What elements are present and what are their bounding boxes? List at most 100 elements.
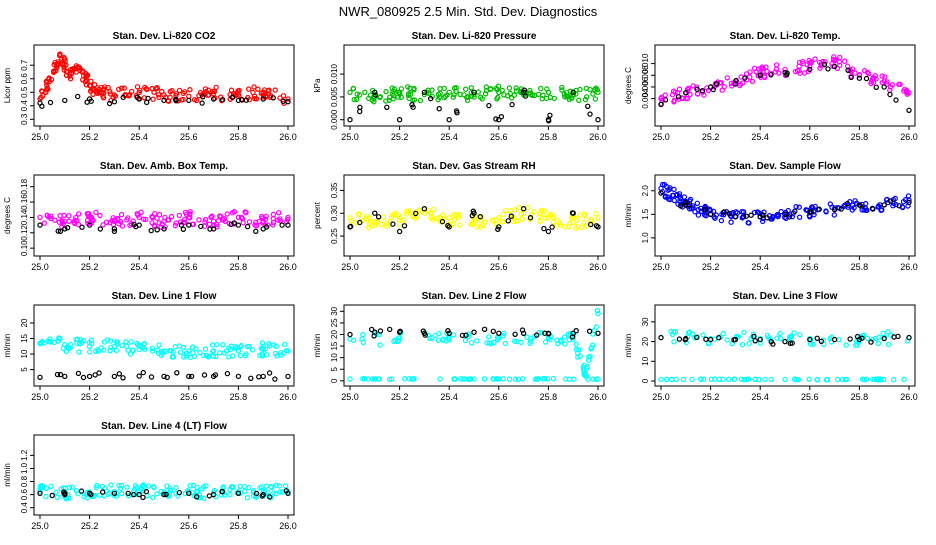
data-point [866,70,872,77]
data-point [206,221,213,227]
data-point [495,83,502,89]
data-point [93,209,99,216]
data-point [206,353,213,359]
x-tick-label: 25.2 [391,392,409,402]
data-point [747,69,753,75]
data-point [45,338,51,344]
data-point [196,217,202,223]
data-point [136,214,142,221]
data-point [257,485,263,491]
data-point [542,376,548,382]
data-point [763,64,769,70]
x-tick-label: 25.0 [341,392,359,402]
data-point [88,78,94,85]
data-point [500,376,506,382]
data-point [493,116,499,122]
data-point [760,218,766,225]
data-point [831,58,838,64]
data-point [244,223,251,230]
data-point [396,335,403,341]
data-point [821,61,828,68]
data-point [167,88,173,95]
data-point [154,215,160,221]
data-point [99,489,106,495]
data-point [361,376,368,382]
data-point [843,342,849,348]
data-point [590,376,596,382]
data-point [360,331,366,338]
data-point [383,98,389,104]
data-point [67,73,73,79]
data-point [37,488,43,495]
data-point [450,212,456,219]
data-point [856,72,863,79]
data-point [890,202,896,209]
data-point [210,96,217,102]
data-point [897,81,903,88]
data-point [534,332,540,338]
data-point [181,89,188,95]
data-point [547,94,554,101]
data-point [111,490,118,496]
data-point [700,376,707,382]
data-point [577,212,583,218]
data-point [381,214,387,220]
series-reference [37,220,291,235]
series-baseline [347,376,601,382]
data-point [131,491,137,498]
data-point [777,330,783,337]
data-point [555,340,561,347]
data-point [891,334,897,340]
x-tick-label: 25.0 [341,262,359,272]
data-point [664,376,670,383]
data-point [238,342,244,349]
data-point [106,100,113,107]
data-point [186,488,192,495]
series-primary [347,307,601,380]
data-point [154,227,160,233]
data-point [573,225,579,232]
data-point [53,489,59,495]
y-tick-label: 0.6 [20,73,29,85]
data-point [351,96,357,103]
y-axis-label: Licor ppm [3,68,12,103]
y-tick-label: 0 [641,378,650,383]
data-point [540,92,546,98]
series-primary [37,51,291,106]
data-point [690,83,696,89]
data-point [870,79,877,86]
data-point [111,373,118,380]
data-point [272,87,278,93]
data-point [260,226,266,232]
data-point [818,61,824,67]
data-point [445,328,451,334]
x-tick-label: 25.8 [230,132,248,142]
data-point [173,485,179,491]
data-point [881,335,887,342]
panel-title: Stan. Dev. Line 3 Flow [733,291,838,302]
data-point [140,494,146,501]
data-point [47,78,53,85]
data-point [86,96,93,102]
data-point [260,346,266,353]
data-point [172,96,179,103]
data-point [509,95,515,101]
data-point [724,337,730,343]
data-point [806,376,812,382]
data-point [156,211,163,218]
data-point [86,373,93,380]
data-point [386,376,393,382]
data-point [906,90,912,96]
data-point [180,226,187,232]
y-axis-label: percent [313,201,322,228]
data-point [878,207,884,213]
data-point [827,201,834,207]
x-tick-label: 25.2 [702,132,720,142]
data-point [683,90,689,96]
data-point [142,84,148,91]
data-point [435,96,441,103]
data-point [61,61,68,67]
y-tick-label: 15 [330,341,339,350]
data-point [158,488,164,495]
data-point [768,376,774,383]
